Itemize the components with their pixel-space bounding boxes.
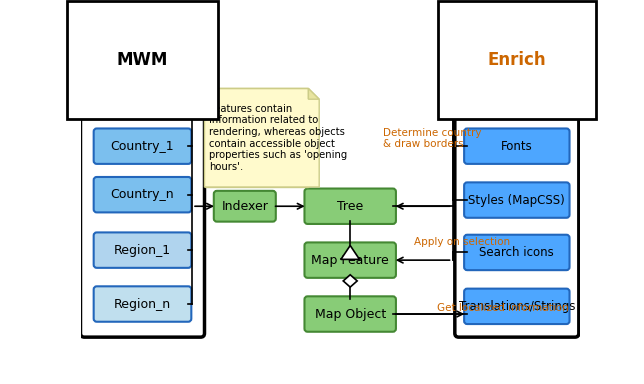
Text: Map Feature: Map Feature — [311, 254, 389, 266]
Text: Border information: Border information — [461, 92, 573, 105]
Text: Enrich: Enrich — [488, 51, 546, 69]
Text: Styles (MapCSS): Styles (MapCSS) — [468, 194, 565, 207]
Text: Region_n: Region_n — [114, 298, 171, 311]
FancyBboxPatch shape — [214, 191, 276, 222]
Text: Get localized information: Get localized information — [437, 303, 569, 313]
FancyBboxPatch shape — [464, 289, 569, 324]
Text: Fonts: Fonts — [501, 140, 533, 153]
FancyBboxPatch shape — [205, 88, 308, 187]
FancyBboxPatch shape — [93, 129, 191, 164]
FancyBboxPatch shape — [464, 81, 569, 116]
Text: Search icons: Search icons — [479, 246, 554, 259]
FancyBboxPatch shape — [305, 296, 396, 332]
Text: World: World — [124, 92, 160, 105]
Text: Region_1: Region_1 — [114, 243, 171, 257]
Bar — [205, 99, 319, 187]
FancyBboxPatch shape — [80, 61, 205, 337]
FancyBboxPatch shape — [93, 81, 191, 116]
Text: Tree: Tree — [337, 200, 363, 213]
FancyBboxPatch shape — [305, 189, 396, 224]
Polygon shape — [341, 245, 359, 259]
FancyBboxPatch shape — [464, 182, 569, 218]
Text: MWM: MWM — [117, 51, 168, 69]
Text: Indexer: Indexer — [222, 200, 269, 213]
Text: Apply on selection: Apply on selection — [413, 237, 510, 247]
Polygon shape — [308, 88, 319, 99]
Text: Country_1: Country_1 — [111, 140, 175, 153]
FancyBboxPatch shape — [305, 242, 396, 278]
FancyBboxPatch shape — [93, 232, 191, 268]
Text: Translations/Strings: Translations/Strings — [459, 300, 575, 313]
FancyBboxPatch shape — [93, 177, 191, 212]
Text: Country_n: Country_n — [111, 188, 175, 201]
FancyBboxPatch shape — [464, 129, 569, 164]
FancyBboxPatch shape — [464, 235, 569, 270]
Text: Determine country
& draw borders: Determine country & draw borders — [383, 127, 481, 149]
FancyBboxPatch shape — [455, 61, 579, 337]
Text: Map Object: Map Object — [314, 308, 386, 321]
Text: Features contain
information related to
rendering, whereas objects
contain acces: Features contain information related to … — [209, 104, 347, 172]
FancyBboxPatch shape — [93, 286, 191, 322]
Polygon shape — [343, 275, 357, 287]
